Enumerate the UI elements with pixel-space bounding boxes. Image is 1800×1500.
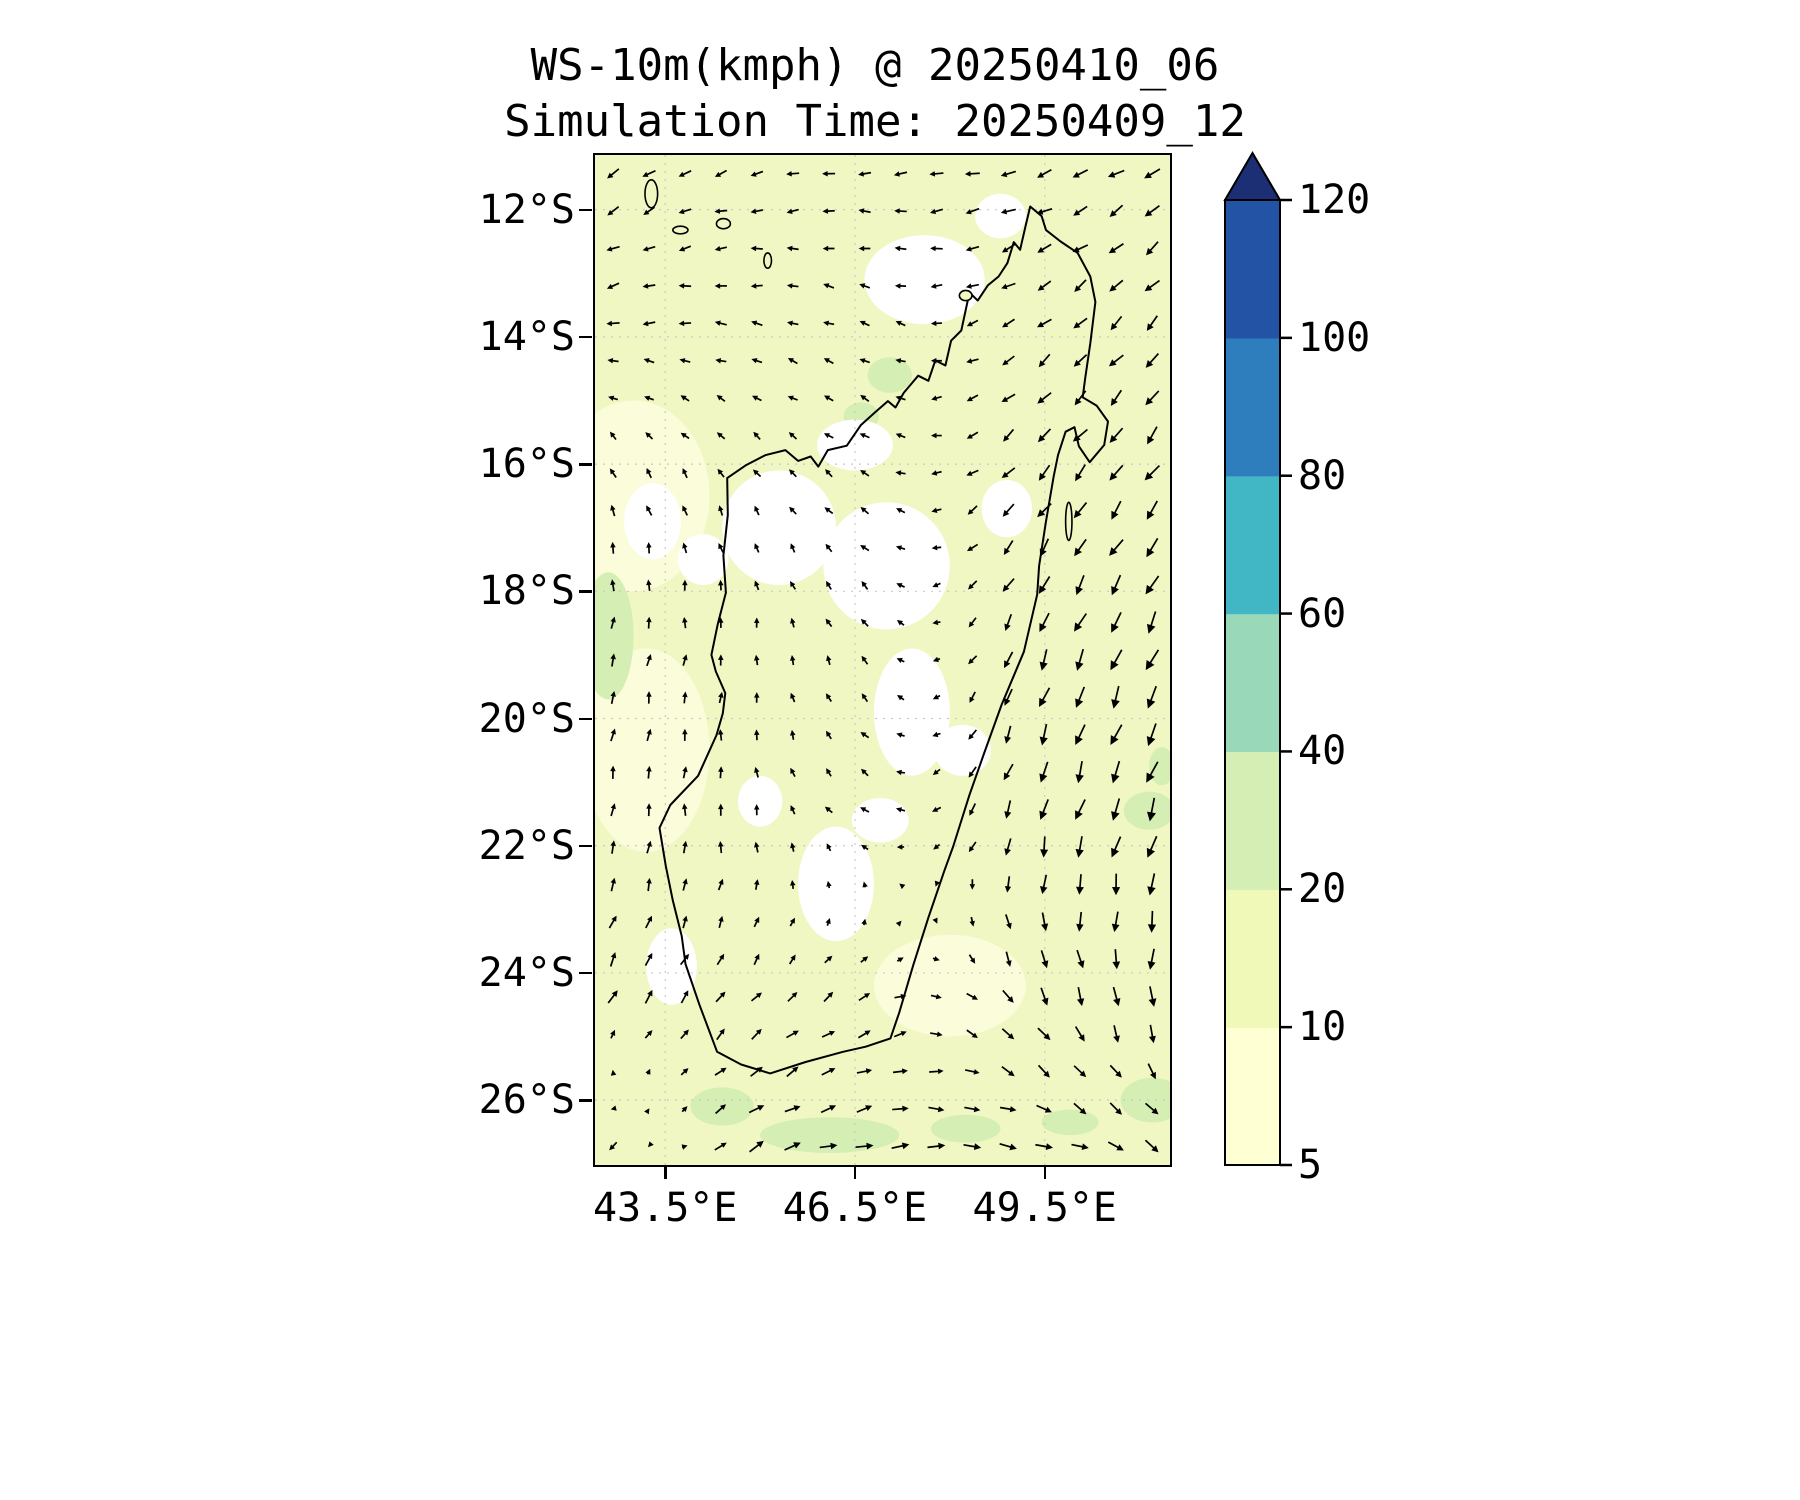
y-tick-label: 20°S xyxy=(478,695,575,742)
chart-title: WS-10m(kmph) @ 20250410_06 xyxy=(530,40,1220,91)
y-tick-mark xyxy=(579,590,592,593)
y-tick-label: 22°S xyxy=(478,822,575,869)
calm-wind-masked-patches xyxy=(624,193,1033,1005)
y-tick-mark xyxy=(579,208,592,212)
colorbar-extend-triangle xyxy=(1223,151,1282,201)
colorbar-tick-label: 80 xyxy=(1298,452,1347,499)
colorbar-tick-label: 5 xyxy=(1298,1142,1323,1188)
y-tick-label: 18°S xyxy=(478,568,575,615)
x-tick-label: 46.5°E xyxy=(782,1185,928,1231)
colorbar-tick-marks xyxy=(1280,198,1292,1167)
colorbar-tick-label: 100 xyxy=(1298,314,1371,361)
x-tick-label: 49.5°E xyxy=(972,1185,1118,1231)
colorbar-tick-label: 60 xyxy=(1298,590,1347,637)
y-tick-mark xyxy=(579,844,592,848)
colorbar-segments xyxy=(1225,200,1280,1166)
x-tick-mark xyxy=(853,1166,857,1179)
x-tick-mark xyxy=(664,1166,667,1179)
colorbar xyxy=(1223,151,1292,1167)
y-tick-label: 26°S xyxy=(478,1077,575,1124)
y-tick-label: 24°S xyxy=(478,949,575,996)
x-tick-label: 43.5°E xyxy=(592,1185,738,1231)
colorbar-tick-label: 10 xyxy=(1298,1004,1347,1051)
colorbar-outline xyxy=(1224,199,1281,1166)
y-tick-mark xyxy=(579,717,592,720)
chart-subtitle: Simulation Time: 20250409_12 xyxy=(504,96,1246,147)
y-tick-label: 16°S xyxy=(478,441,575,488)
y-tick-mark xyxy=(579,971,592,975)
map-plot-area xyxy=(593,153,1172,1167)
wind-map xyxy=(595,155,1170,1165)
colorbar-tick-label: 120 xyxy=(1298,177,1371,223)
colorbar-tick-label: 40 xyxy=(1298,728,1347,775)
colorbar-tick-label: 20 xyxy=(1298,866,1347,913)
y-tick-mark xyxy=(579,463,592,466)
madagascar-coastline xyxy=(658,205,1109,1075)
x-tick-mark xyxy=(1043,1166,1047,1179)
y-tick-mark xyxy=(579,335,592,339)
y-tick-mark xyxy=(579,1099,592,1102)
y-tick-label: 12°S xyxy=(478,186,575,233)
y-tick-label: 14°S xyxy=(478,313,575,360)
small-islands xyxy=(644,179,1073,542)
wind-quiver-arrows xyxy=(606,168,1161,1153)
